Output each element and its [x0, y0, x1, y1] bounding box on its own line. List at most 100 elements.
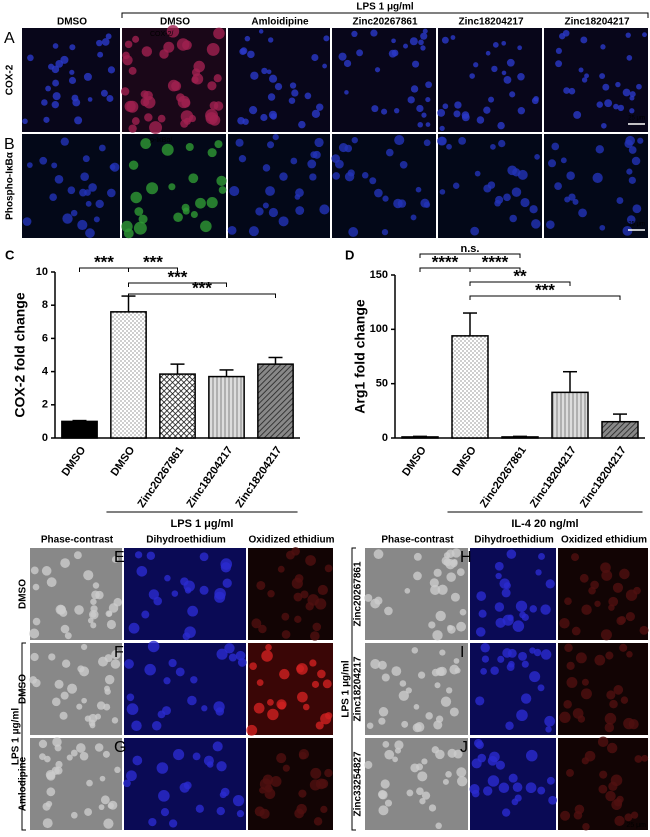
cell [101, 38, 110, 46]
cell [181, 203, 190, 212]
cell [559, 33, 566, 40]
cell [107, 66, 116, 74]
cell [51, 65, 60, 74]
row-label: Zinc33254827 [353, 751, 364, 816]
cell [430, 584, 441, 595]
cell [312, 622, 322, 632]
cell [544, 715, 556, 727]
cell [410, 214, 417, 221]
cell [79, 751, 89, 761]
cell [606, 742, 618, 754]
x-tick-label: Zinc18204217 [528, 445, 579, 511]
column-header: Zinc18204217 [458, 17, 523, 28]
significance-label: *** [143, 252, 163, 271]
column-header: Zinc18204217 [564, 17, 629, 28]
cell [201, 705, 208, 712]
cell [163, 677, 171, 685]
cell [98, 144, 106, 152]
cell [475, 696, 485, 706]
cell [423, 139, 431, 147]
cell [98, 804, 105, 811]
significance-bracket [128, 282, 227, 287]
cell [456, 776, 468, 787]
cell [324, 768, 333, 778]
cell [615, 81, 621, 88]
cell [374, 596, 383, 605]
cell [316, 103, 324, 111]
cell [133, 221, 147, 235]
cell [235, 650, 246, 661]
cell [619, 643, 628, 652]
panel-letter: B [4, 136, 15, 153]
cell [74, 116, 83, 125]
cell [394, 747, 402, 754]
cell [229, 186, 240, 197]
cell [546, 776, 555, 785]
cell [113, 597, 123, 607]
cell [128, 124, 137, 133]
cell [406, 789, 414, 797]
cell [69, 44, 76, 51]
cell [437, 108, 446, 117]
bar [61, 420, 98, 439]
cell [46, 787, 56, 797]
cell [529, 605, 537, 613]
cell [620, 696, 629, 704]
cell [364, 593, 373, 602]
cell [609, 699, 618, 709]
row-label: DMSO [18, 579, 29, 609]
cell [398, 690, 409, 701]
cell [419, 798, 426, 805]
cell [622, 225, 633, 236]
cell [151, 721, 162, 731]
cell [126, 703, 139, 715]
cell [474, 170, 481, 177]
cell [499, 578, 510, 589]
cell [89, 722, 96, 729]
cell [120, 87, 130, 96]
cell [559, 618, 570, 629]
significance-label: **** [432, 252, 459, 271]
panel-letter: E [114, 549, 125, 566]
cell [22, 118, 28, 125]
cell [540, 649, 552, 660]
cell [529, 671, 541, 683]
cell [276, 753, 287, 764]
cell [381, 108, 388, 115]
y-tick-label: 8 [42, 299, 48, 311]
cell [106, 610, 113, 617]
cell [442, 103, 449, 110]
cell [364, 760, 373, 769]
cell [298, 789, 307, 798]
cell [563, 700, 572, 709]
cell [76, 703, 83, 710]
cell [639, 625, 649, 635]
cell [200, 220, 212, 233]
cell [55, 604, 66, 615]
cell [90, 622, 97, 629]
cell [469, 73, 475, 79]
cell [416, 104, 424, 113]
x-tick-label: DMSO [450, 444, 479, 478]
cell [471, 789, 480, 798]
cell [471, 758, 482, 769]
significance-bracket [469, 267, 521, 272]
x-tick-label: Zinc18204217 [578, 445, 629, 511]
y-tick-label: 0 [42, 432, 48, 444]
cell [404, 588, 411, 594]
cell [348, 227, 359, 237]
group-bracket [351, 547, 356, 831]
cell [270, 776, 282, 787]
cell [244, 35, 251, 42]
cell [384, 799, 393, 807]
significance-label: *** [192, 278, 212, 297]
cell [417, 771, 428, 782]
cell [604, 99, 613, 108]
scale-bar-label: 25 μm [628, 116, 645, 122]
cell [571, 626, 581, 636]
cell [456, 568, 465, 576]
cell [290, 157, 298, 165]
cell [79, 666, 90, 677]
cell [572, 708, 584, 719]
cell [89, 609, 99, 620]
